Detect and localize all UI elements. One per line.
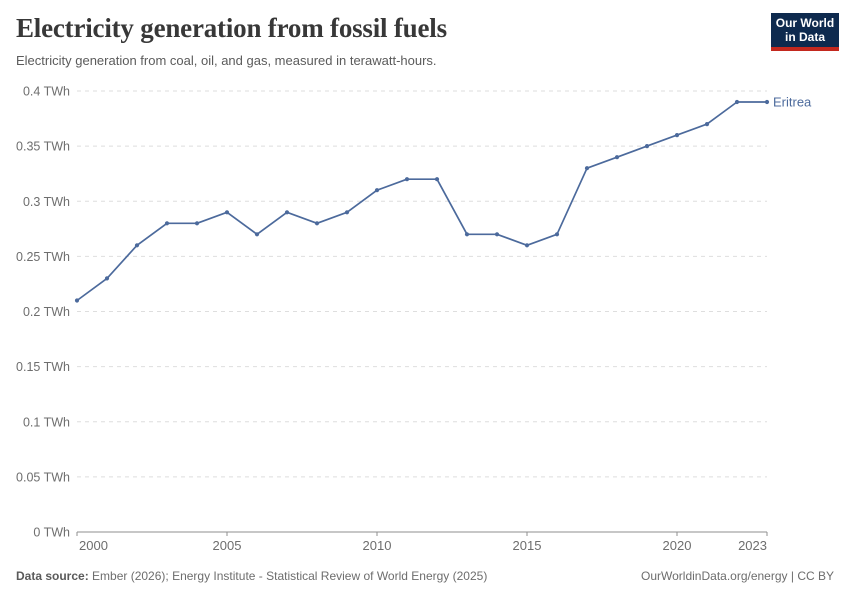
data-point-marker	[494, 232, 500, 237]
data-point-marker	[734, 99, 740, 105]
data-source: Data source: Ember (2026); Energy Instit…	[16, 569, 487, 583]
data-point-marker	[254, 232, 260, 237]
data-source-text: Ember (2026); Energy Institute - Statist…	[88, 569, 488, 583]
y-tick-label: 0.3 TWh	[23, 195, 70, 209]
data-point-marker	[194, 221, 200, 226]
data-point-marker	[554, 232, 560, 237]
chart-footer: Data source: Ember (2026); Energy Instit…	[16, 569, 834, 583]
data-point-marker	[704, 122, 710, 127]
owid-logo-line1: Our World	[775, 15, 835, 30]
chart-title: Electricity generation from fossil fuels	[16, 13, 447, 43]
data-point-marker	[584, 166, 590, 171]
data-source-label: Data source:	[16, 569, 89, 583]
y-tick-label: 0.35 TWh	[16, 140, 70, 154]
x-tick-label: 2005	[213, 538, 242, 553]
data-point-marker	[134, 243, 140, 248]
data-point-marker	[644, 144, 650, 149]
chart-subtitle: Electricity generation from coal, oil, a…	[16, 53, 437, 68]
data-point-marker	[284, 210, 290, 215]
data-point-marker	[374, 188, 380, 193]
series-line	[76, 101, 768, 302]
x-tick-label: 2020	[663, 538, 692, 553]
data-point-marker	[614, 155, 620, 160]
data-point-marker	[164, 221, 170, 226]
entity-label[interactable]: Eritrea	[773, 95, 812, 110]
owid-logo[interactable]: Our World in Data	[771, 13, 839, 51]
x-tick-label: 2000	[79, 538, 108, 553]
data-point-marker	[344, 210, 350, 215]
y-tick-label: 0 TWh	[33, 526, 70, 540]
y-tick-label: 0.2 TWh	[23, 305, 70, 319]
y-tick-label: 0.05 TWh	[16, 470, 70, 484]
data-point-marker	[104, 276, 110, 281]
data-point-marker	[74, 298, 80, 303]
data-point-marker	[434, 177, 440, 182]
owid-link[interactable]: OurWorldinData.org/energy | CC BY	[641, 569, 834, 583]
x-tick-label: 2023	[738, 538, 767, 553]
data-point-marker	[674, 133, 680, 138]
data-point-marker	[524, 243, 530, 248]
y-tick-label: 0.15 TWh	[16, 360, 70, 374]
y-tick-label: 0.1 TWh	[23, 415, 70, 429]
owid-logo-line2: in Data	[784, 30, 825, 44]
x-tick-label: 2015	[513, 538, 542, 553]
data-point-marker	[764, 99, 770, 105]
y-tick-label: 0.25 TWh	[16, 250, 70, 264]
data-point-marker	[314, 221, 320, 226]
data-point-marker	[404, 177, 410, 182]
y-tick-label: 0.4 TWh	[23, 85, 70, 99]
data-point-marker	[224, 210, 230, 215]
x-tick-label: 2010	[363, 538, 392, 553]
data-point-marker	[464, 232, 470, 237]
